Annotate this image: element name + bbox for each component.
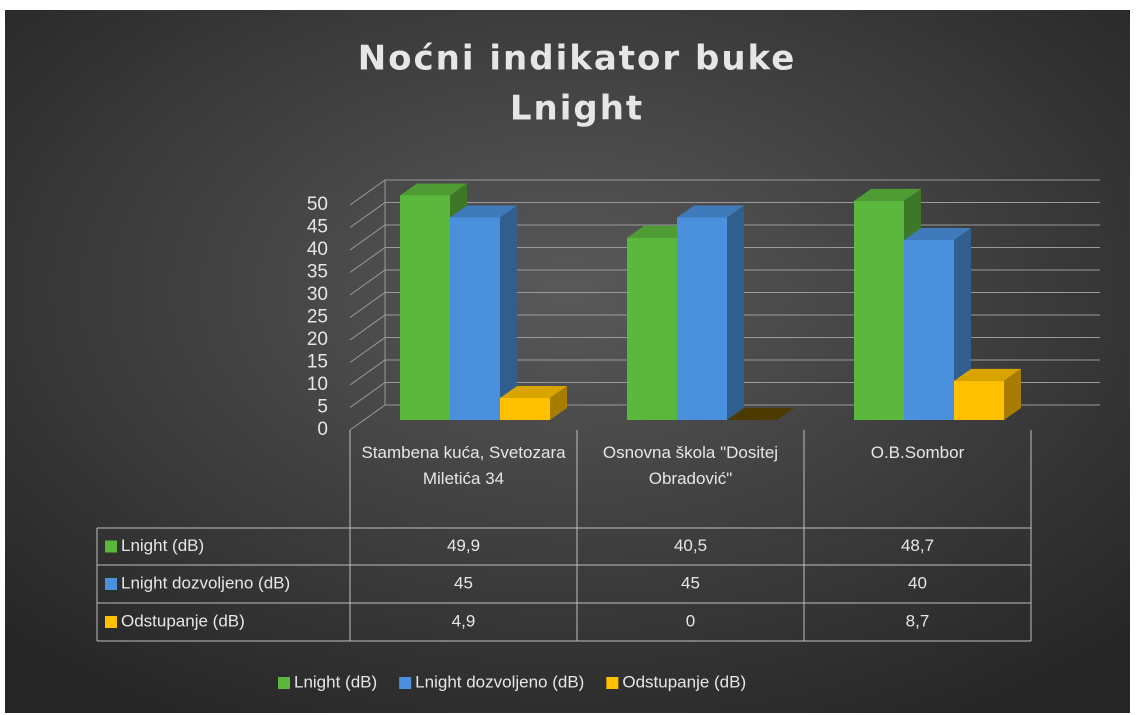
bar: [450, 217, 500, 420]
y-tick-label: 20: [307, 329, 328, 350]
bar: [854, 200, 904, 420]
y-tick-label: 25: [307, 307, 328, 328]
bar-top: [450, 205, 517, 218]
table-row-label: Lnight (dB): [121, 536, 204, 555]
bar-top: [954, 368, 1021, 381]
y-tick-label: 40: [307, 239, 328, 260]
table-cell: 45: [454, 573, 473, 592]
legend-key: [105, 540, 117, 553]
category-label: Osnovna škola "Dositej Obradović": [602, 443, 779, 488]
y-tick-label: 5: [317, 397, 328, 418]
bar-side: [727, 205, 744, 420]
bar-top: [854, 188, 921, 201]
legend-key: [606, 677, 619, 689]
table-row-label: Lnight dozvoljeno (dB): [121, 573, 290, 592]
legend-key: [278, 677, 290, 689]
legend-key: [399, 677, 412, 689]
bar: [627, 237, 677, 420]
y-tick-label: 50: [307, 194, 328, 215]
bar: [400, 195, 450, 420]
bar-top: [677, 205, 744, 218]
bar-top: [400, 183, 467, 196]
table-cell: 0: [686, 611, 695, 630]
y-tick-label: 0: [317, 419, 328, 440]
table-cell: 40: [908, 573, 927, 592]
bar-side: [1004, 368, 1021, 420]
chart-title: Noćni indikator buke: [358, 39, 797, 79]
bar-side: [500, 205, 517, 420]
category-label: O.B.Sombor: [870, 443, 965, 462]
y-tick-label: 10: [307, 374, 328, 395]
category-label: Stambena kuća, Svetozara Miletića 34: [361, 443, 566, 488]
y-tick-label: 45: [307, 217, 328, 238]
bar: [677, 217, 727, 420]
chart-subtitle: Lnight: [510, 89, 644, 129]
bar: [904, 240, 954, 420]
table-row-label: Odstupanje (dB): [121, 611, 245, 630]
y-tick-label: 15: [307, 352, 328, 373]
y-tick-label: 35: [307, 262, 328, 283]
table-cell: 49,9: [447, 536, 480, 555]
legend-key: [105, 578, 117, 590]
y-tick-label: 30: [307, 284, 328, 305]
table-cell: 8,7: [906, 611, 930, 630]
legend-label: Odstupanje (dB): [622, 672, 746, 691]
table-cell: 4,9: [452, 611, 476, 630]
legend-label: Lnight (dB): [294, 672, 377, 691]
bar-side: [550, 385, 567, 420]
legend-key: [105, 616, 117, 628]
bar-top: [904, 228, 971, 240]
bar: [500, 397, 550, 420]
bar-top: [727, 408, 794, 420]
bar: [954, 380, 1004, 420]
table-cell: 40,5: [674, 536, 707, 555]
table-cell: 48,7: [901, 536, 934, 555]
bar-top: [500, 385, 567, 398]
table-cell: 45: [681, 573, 700, 592]
legend-label: Lnight dozvoljeno (dB): [415, 672, 584, 691]
